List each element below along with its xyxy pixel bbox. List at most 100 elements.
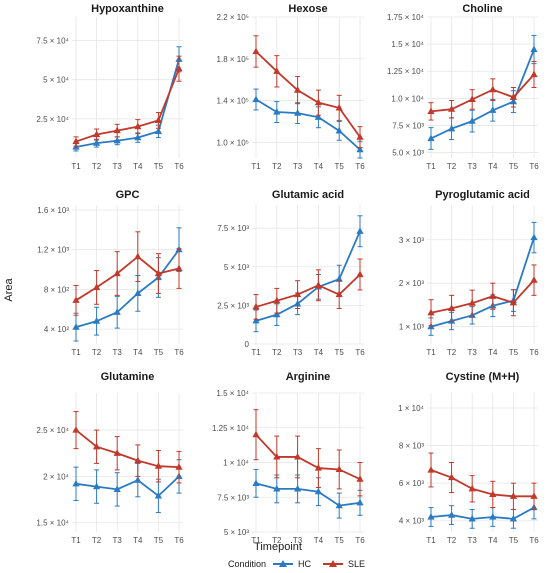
x-tick-label: T4 (314, 348, 324, 357)
data-point (252, 479, 260, 486)
data-point (356, 498, 364, 506)
x-tick-label: T3 (293, 348, 303, 357)
data-point (72, 426, 80, 433)
x-tick-label: T2 (272, 348, 282, 357)
x-tick-label: T5 (509, 536, 519, 545)
data-point (134, 122, 142, 130)
x-tick-label: T4 (133, 348, 143, 357)
x-tick-label: T5 (335, 348, 345, 357)
data-point (427, 134, 435, 142)
mean-line (255, 230, 361, 322)
data-point (252, 430, 260, 438)
y-tick-label: 2.5 × 10⁴ (36, 115, 69, 124)
data-point (273, 67, 281, 74)
panel-hypoxanthine: 2.5 × 10⁴ 5 × 10⁴ 7.5 × 10⁴ T1 T2 T3 T4 T5 T6 Hyp… (36, 3, 184, 171)
panel-choline: 5.0 × 10³ 7.5 × 10³ 1.0 × 10⁴ 1.25 × 10⁴ 1.5… (387, 3, 539, 171)
y-tick-label: 0 (245, 340, 250, 349)
mean-line (75, 249, 180, 328)
data-point (427, 107, 435, 114)
x-tick-label: T6 (529, 162, 539, 171)
panel-title: Choline (462, 3, 502, 15)
data-point (468, 484, 476, 492)
data-point (335, 465, 343, 473)
panel-cystine-m-h: 4 × 10³ 6 × 10³ 8 × 10³ 1 × 10⁴ T1 T2 T3 T4 T5 T6… (398, 371, 539, 545)
mean-line (255, 434, 361, 480)
y-tick-label: 1.0 × 10⁴ (391, 94, 424, 103)
data-point (335, 126, 343, 134)
y-tick-label: 1.75 × 10⁴ (387, 13, 425, 22)
data-point (314, 464, 322, 471)
data-point (509, 298, 517, 306)
panel-gpc: 4 × 10² 8 × 10² 1.2 × 10³ 1.6 × 10³ T1 T2 T3 T4… (37, 189, 184, 357)
y-axis-label: Area (3, 278, 15, 302)
x-tick-label: T1 (251, 162, 261, 171)
x-tick-label: T1 (426, 536, 436, 545)
panel-title: Cystine (M+H) (446, 371, 520, 383)
series-hc (427, 495, 538, 529)
y-tick-label: 8 × 10² (44, 285, 69, 294)
y-tick-label: 1 × 10⁴ (398, 404, 424, 413)
x-tick-label: T2 (447, 536, 457, 545)
legend-label-hc: HC (298, 559, 311, 569)
x-tick-label: T2 (92, 536, 102, 545)
data-point (93, 317, 101, 324)
data-point (356, 133, 364, 140)
data-point (294, 86, 302, 93)
data-point (113, 126, 121, 134)
y-tick-label: 1.25 × 10⁴ (387, 67, 425, 76)
x-axis-label: Timepoint (254, 541, 302, 553)
data-point (294, 290, 302, 298)
data-point (93, 139, 101, 146)
y-tick-label: 1.2 × 10³ (37, 246, 69, 255)
data-point (335, 103, 343, 111)
x-tick-label: T1 (426, 162, 436, 171)
x-tick-label: T2 (272, 162, 282, 171)
series-sle (72, 55, 183, 147)
panel-glutamine: 1.5 × 10⁴ 2 × 10⁴ 2.5 × 10⁴ T1 T2 T3 T4 T5 T6 Glu… (36, 371, 184, 545)
x-tick-label: T6 (529, 536, 539, 545)
y-tick-label: 2 × 10⁴ (43, 472, 69, 481)
data-point (356, 270, 364, 278)
mean-line (75, 429, 180, 469)
mean-line (430, 73, 535, 113)
data-point (273, 452, 281, 460)
data-point (489, 512, 497, 520)
x-tick-label: T2 (447, 162, 457, 171)
data-point (252, 302, 260, 310)
mean-line (75, 475, 180, 498)
x-tick-label: T5 (335, 536, 345, 545)
x-tick-label: T6 (529, 348, 539, 357)
x-tick-label: T5 (509, 162, 519, 171)
data-point (448, 304, 456, 311)
x-tick-label: T6 (355, 162, 365, 171)
data-point (93, 482, 101, 490)
data-point (273, 484, 281, 492)
data-point (113, 136, 121, 144)
data-point (509, 93, 517, 100)
data-point (294, 109, 302, 116)
series-sle (427, 264, 538, 327)
mean-line (75, 68, 180, 143)
mean-line (255, 273, 361, 308)
panel-title: GPC (116, 189, 140, 201)
data-point (113, 308, 121, 315)
panel-glutamic-acid: 0 2.5 × 10³ 5 × 10³ 7.5 × 10³ T1 T2 T3 T4 T5 T6 Gl… (217, 189, 365, 357)
data-point (356, 145, 364, 153)
x-tick-label: T1 (71, 162, 81, 171)
data-point (530, 276, 538, 283)
x-tick-label: T6 (355, 536, 365, 545)
x-tick-label: T4 (488, 536, 498, 545)
data-point (509, 514, 517, 522)
mean-line (430, 506, 535, 520)
data-point (72, 323, 80, 330)
y-tick-label: 2.5 × 10³ (217, 301, 249, 310)
y-tick-label: 7.5 × 10³ (392, 121, 424, 130)
data-point (113, 269, 121, 277)
y-tick-label: 5 × 10³ (224, 263, 249, 272)
mean-line (255, 482, 361, 507)
series-sle (72, 411, 183, 484)
legend-sle-marker (329, 560, 337, 567)
y-tick-label: 1 × 10⁴ (223, 459, 249, 468)
y-tick-label: 7.5 × 10³ (217, 224, 249, 233)
data-point (273, 296, 281, 304)
